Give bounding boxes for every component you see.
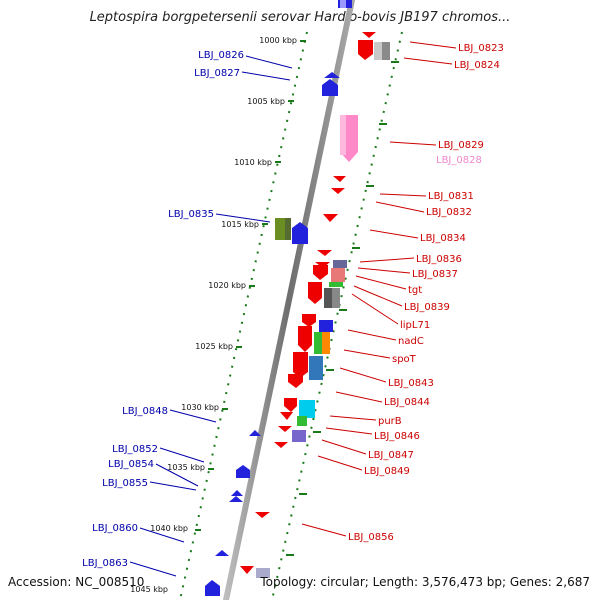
gene-label-lbj0826[interactable]: LBJ_0826 — [198, 50, 244, 61]
gene-lbj0843-b — [309, 356, 323, 380]
forward-labels: LBJ_0826 LBJ_0827 LBJ_0835 LBJ_0848 LBJ_… — [82, 50, 244, 569]
gene-lbj0837-b — [331, 268, 345, 282]
gene-block-top-2 — [340, 0, 346, 8]
gene-label-lbj0844[interactable]: LBJ_0844 — [384, 397, 430, 408]
gene-lbj0826 — [324, 72, 340, 78]
gene-lbj0846 — [280, 412, 293, 420]
gene-label-lbj0860[interactable]: LBJ_0860 — [92, 523, 138, 534]
gene-lbj0831 — [333, 176, 346, 182]
gene-lbj0854 — [231, 490, 243, 496]
forward-genes — [205, 0, 352, 596]
gene-label-spot[interactable]: spoT — [392, 354, 417, 365]
gene-bottom — [240, 566, 254, 574]
gene-lbj0852 — [236, 465, 250, 478]
tick-label-1045: 1045 kbp — [130, 585, 168, 594]
reverse-guide-ticks — [286, 61, 399, 556]
gene-label-lbj0855[interactable]: LBJ_0855 — [102, 478, 148, 489]
gene-label-lbj0852[interactable]: LBJ_0852 — [112, 444, 158, 455]
gene-label-purb[interactable]: purB — [378, 416, 402, 427]
gene-label-lbj0847[interactable]: LBJ_0847 — [368, 450, 414, 461]
tick-label-1030: 1030 kbp — [181, 403, 219, 412]
gene-label-lbj0823[interactable]: LBJ_0823 — [458, 43, 504, 54]
reverse-labels: LBJ_0823 LBJ_0824 LBJ_0829 LBJ_0828 LBJ_… — [348, 43, 504, 543]
gene-spot-b — [314, 332, 324, 354]
topology-label: Topology: circular; Length: 3,576,473 bp… — [260, 575, 590, 589]
tick-label-1005: 1005 kbp — [247, 97, 285, 106]
tick-label-1020: 1020 kbp — [208, 281, 246, 290]
gene-lbj0832 — [331, 188, 345, 194]
gene-lbj0823 — [362, 32, 376, 38]
gene-label-lbj0832[interactable]: LBJ_0832 — [426, 207, 472, 218]
tick-label-1025: 1025 kbp — [195, 342, 233, 351]
ruler-ticks: 1000 kbp 1005 kbp 1010 kbp 1015 kbp 1020… — [130, 36, 306, 594]
gene-label-lbj0828[interactable]: LBJ_0828 — [436, 155, 482, 166]
gene-nadc-b — [319, 320, 333, 332]
gene-lbj0863 — [205, 580, 220, 596]
gene-label-lbj0829[interactable]: LBJ_0829 — [438, 140, 484, 151]
gene-lbj0856 — [255, 512, 270, 518]
reverse-leaders — [301, 41, 457, 537]
gene-label-nadc[interactable]: nadC — [398, 336, 424, 347]
reverse-strand-guide — [271, 31, 403, 600]
gene-purb — [284, 398, 297, 412]
tick-label-1010: 1010 kbp — [234, 158, 272, 167]
gene-lbj0860 — [215, 550, 229, 556]
map-title: Leptospira borgpetersenii serovar Hardjo… — [89, 10, 511, 25]
gene-lbj0849 — [274, 442, 288, 448]
gene-lbj0847-b — [292, 430, 306, 442]
gene-lbj0836-b — [333, 260, 347, 268]
gene-label-lbj0836[interactable]: LBJ_0836 — [416, 254, 462, 265]
gene-lbj0835-b — [285, 218, 291, 240]
gene-purb-b — [299, 400, 315, 418]
gene-lbj0847 — [278, 426, 292, 432]
gene-lbj0834 — [323, 214, 338, 222]
tick-label-1015: 1015 kbp — [221, 220, 259, 229]
gene-label-tgt[interactable]: tgt — [408, 285, 422, 296]
gene-lbj0844 — [288, 374, 303, 388]
gene-tgt-b — [329, 282, 343, 287]
gene-label-lbj0839[interactable]: LBJ_0839 — [404, 302, 450, 313]
gene-label-lbj0831[interactable]: LBJ_0831 — [428, 191, 474, 202]
chromosome-backbone — [223, 0, 355, 600]
gene-lbj0846-b — [297, 416, 307, 426]
tick-label-1000: 1000 kbp — [259, 36, 297, 45]
gene-label-lbj0824[interactable]: LBJ_0824 — [454, 60, 500, 71]
gene-lbj0855 — [229, 496, 243, 502]
gene-label-lbj0837[interactable]: LBJ_0837 — [412, 269, 458, 280]
gene-lbj0836 — [317, 250, 332, 256]
gene-label-lbj0846[interactable]: LBJ_0846 — [374, 431, 420, 442]
gene-label-lbj0856[interactable]: LBJ_0856 — [348, 532, 394, 543]
gene-tgt — [313, 265, 328, 280]
gene-nadc — [302, 314, 316, 327]
gene-label-lbj0863[interactable]: LBJ_0863 — [82, 558, 128, 569]
gene-label-lbj0848[interactable]: LBJ_0848 — [122, 406, 168, 417]
gene-lbj0843 — [293, 352, 308, 378]
reverse-genes — [240, 32, 390, 578]
gene-lbj0835 — [292, 222, 308, 244]
gene-lbj0848 — [249, 430, 261, 436]
accession-label: Accession: NC_008510 — [8, 575, 145, 589]
tick-label-1035: 1035 kbp — [167, 463, 205, 472]
gene-label-lbj0854[interactable]: LBJ_0854 — [108, 459, 154, 470]
gene-lbj0827 — [322, 79, 338, 96]
gene-label-lipl71[interactable]: lipL71 — [400, 320, 430, 331]
gene-label-lbj0843[interactable]: LBJ_0843 — [388, 378, 434, 389]
gene-label-lbj0834[interactable]: LBJ_0834 — [420, 233, 466, 244]
gene-lbj0824 — [358, 40, 373, 60]
gene-spot — [298, 326, 312, 352]
gene-label-lbj0849[interactable]: LBJ_0849 — [364, 466, 410, 477]
gene-lbj0839 — [308, 282, 322, 304]
gene-label-lbj0835[interactable]: LBJ_0835 — [168, 209, 214, 220]
forward-leaders — [129, 55, 293, 577]
gene-label-lbj0827[interactable]: LBJ_0827 — [194, 68, 240, 79]
tick-label-1040: 1040 kbp — [150, 524, 188, 533]
